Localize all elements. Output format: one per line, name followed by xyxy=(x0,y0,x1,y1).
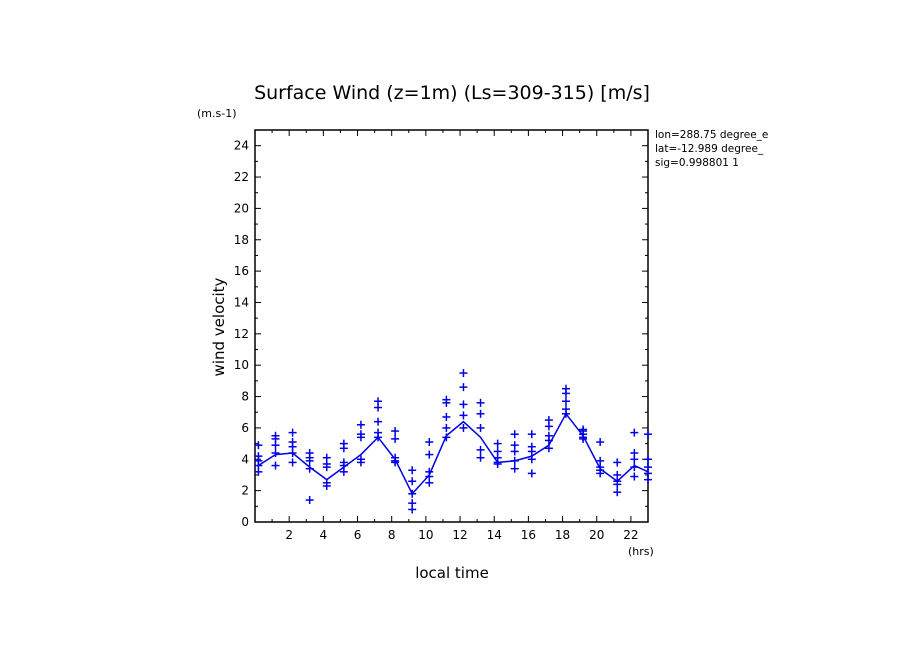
scatter-point xyxy=(476,423,485,432)
scatter-point xyxy=(408,477,417,486)
scatter-point xyxy=(322,463,331,472)
plot-frame xyxy=(254,129,649,523)
scatter-point xyxy=(339,444,348,453)
y-tick-label: 6 xyxy=(241,421,249,435)
scatter-point xyxy=(254,441,263,450)
scatter-point xyxy=(442,412,451,421)
scatter-point xyxy=(510,430,519,439)
y-tick-label: 16 xyxy=(234,264,249,278)
scatter-point xyxy=(476,453,485,462)
scatter-point xyxy=(305,496,314,505)
scatter-point xyxy=(374,417,383,426)
x-unit-label: (hrs) xyxy=(628,545,654,558)
scatter-point xyxy=(644,455,652,464)
scatter-point xyxy=(561,389,570,398)
scatter-point xyxy=(459,423,468,432)
x-tick-label: 20 xyxy=(589,528,604,542)
scatter-point xyxy=(391,434,400,443)
scatter-point xyxy=(356,433,365,442)
x-tick-label: 22 xyxy=(623,528,638,542)
y-tick-label: 0 xyxy=(241,515,249,529)
scatter-point xyxy=(271,441,280,450)
y-tick-label: 18 xyxy=(234,233,249,247)
scatter-point xyxy=(442,423,451,432)
y-tick-label: 24 xyxy=(234,139,249,153)
scatter-point xyxy=(459,383,468,392)
y-tick-label: 14 xyxy=(234,295,249,309)
scatter-point xyxy=(459,400,468,409)
scatter-point xyxy=(254,467,263,476)
scatter-point xyxy=(493,439,502,448)
scatter-point xyxy=(510,464,519,473)
scatter-point xyxy=(356,420,365,429)
y-unit-label: (m.s-1) xyxy=(197,107,237,120)
scatter-point xyxy=(596,438,605,447)
scatter-point xyxy=(527,447,536,456)
x-tick-label: 2 xyxy=(285,528,293,542)
x-tick-label: 10 xyxy=(418,528,433,542)
info-lon: lon=288.75 degree_e xyxy=(655,129,768,141)
scatter-point xyxy=(271,461,280,470)
scatter-point xyxy=(476,445,485,454)
series-line xyxy=(258,412,649,496)
scatter-point xyxy=(476,409,485,418)
x-tick-label: 4 xyxy=(320,528,328,542)
scatter-point xyxy=(391,427,400,436)
scatter-point xyxy=(613,488,622,497)
scatter-point xyxy=(271,449,280,458)
scatter-point xyxy=(561,397,570,406)
x-tick-label: 8 xyxy=(388,528,396,542)
y-tick-label: 10 xyxy=(234,358,249,372)
x-tick-label: 14 xyxy=(487,528,502,542)
scatter-point xyxy=(339,467,348,476)
scatter-point xyxy=(476,398,485,407)
scatter-point xyxy=(630,428,639,437)
y-tick-label: 2 xyxy=(241,484,249,498)
y-tick-label: 4 xyxy=(241,452,249,466)
scatter-point xyxy=(596,469,605,478)
scatter-point xyxy=(442,398,451,407)
y-tick-label: 12 xyxy=(234,327,249,341)
scatter-point xyxy=(288,428,297,437)
scatter-point xyxy=(408,505,417,514)
x-axis-label: local time xyxy=(415,564,489,582)
y-tick-label: 8 xyxy=(241,390,249,404)
marks-layer xyxy=(254,369,652,514)
scatter-point xyxy=(425,438,434,447)
scatter-point xyxy=(527,469,536,478)
scatter-point xyxy=(630,472,639,481)
chart-title: Surface Wind (z=1m) (Ls=309-315) [m/s] xyxy=(254,82,650,104)
scatter-point xyxy=(544,422,553,431)
x-tick-label: 18 xyxy=(555,528,570,542)
scatter-point xyxy=(425,478,434,487)
scatter-point xyxy=(613,458,622,467)
x-tick-label: 12 xyxy=(452,528,467,542)
info-lat: lat=-12.989 degree_ xyxy=(655,143,764,155)
y-tick-label: 22 xyxy=(234,170,249,184)
scatter-point xyxy=(459,411,468,420)
y-tick-label: 20 xyxy=(234,201,249,215)
scatter-point xyxy=(510,447,519,456)
y-axis-label: wind velocity xyxy=(210,277,228,376)
x-tick-label: 16 xyxy=(521,528,536,542)
scatter-point xyxy=(305,456,314,465)
info-clip xyxy=(780,128,904,172)
scatter-point xyxy=(356,458,365,467)
scatter-point xyxy=(322,481,331,490)
info-sig: sig=0.998801 1 xyxy=(655,157,739,169)
scatter-point xyxy=(374,403,383,412)
scatter-point xyxy=(288,458,297,467)
scatter-point xyxy=(527,430,536,439)
scatter-point xyxy=(425,450,434,459)
x-tick-label: 6 xyxy=(354,528,362,542)
scatter-point xyxy=(459,369,468,378)
scatter-point xyxy=(644,430,652,439)
scatter-point xyxy=(408,466,417,475)
scatter-point xyxy=(630,455,639,464)
scatter-point xyxy=(644,475,652,484)
